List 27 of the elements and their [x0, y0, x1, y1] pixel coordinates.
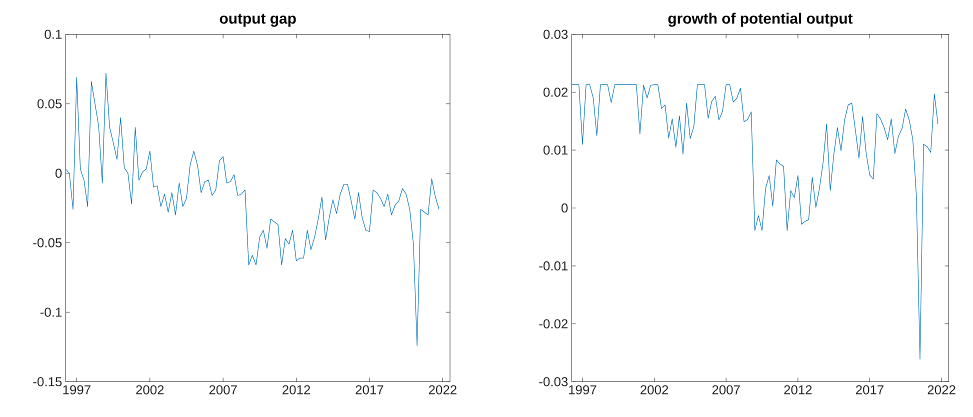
y-tick-label: 0.02: [543, 88, 568, 97]
y-tick-label: -0.03: [539, 377, 568, 386]
y-tick-label: 0: [55, 168, 62, 178]
x-tick-label: 2017: [356, 385, 384, 394]
x-tick-label: 2017: [856, 385, 884, 394]
x-tick-label: 2012: [784, 385, 812, 394]
y-tick-label: -0.02: [539, 319, 568, 328]
y-tick-label: -0.15: [33, 377, 62, 386]
x-tick-label: 2012: [282, 385, 310, 394]
x-tick-label: 2007: [712, 385, 740, 394]
x-tick-label: 2002: [136, 385, 164, 394]
y-tick-label: -0.01: [539, 261, 568, 270]
y-tick-label: -0.05: [33, 238, 62, 248]
y-tick-label: 0.03: [543, 30, 568, 39]
x-tick-label: 2022: [928, 385, 956, 394]
y-tick-label: 0: [561, 203, 568, 213]
x-tick-label: 2007: [209, 385, 237, 394]
y-tick-label: -0.1: [40, 308, 62, 317]
y-tick-label: 0.1: [44, 30, 62, 39]
y-tick-label: 0.01: [543, 146, 568, 155]
chart-title: growth of potential output: [668, 12, 853, 27]
y-tick-label: 0.05: [37, 99, 62, 108]
x-tick-label: 1997: [63, 385, 90, 394]
chart-title: output gap: [220, 14, 296, 27]
x-tick-label: 1997: [569, 385, 596, 394]
x-tick-label: 2022: [428, 385, 456, 394]
x-tick-label: 2002: [640, 385, 668, 394]
